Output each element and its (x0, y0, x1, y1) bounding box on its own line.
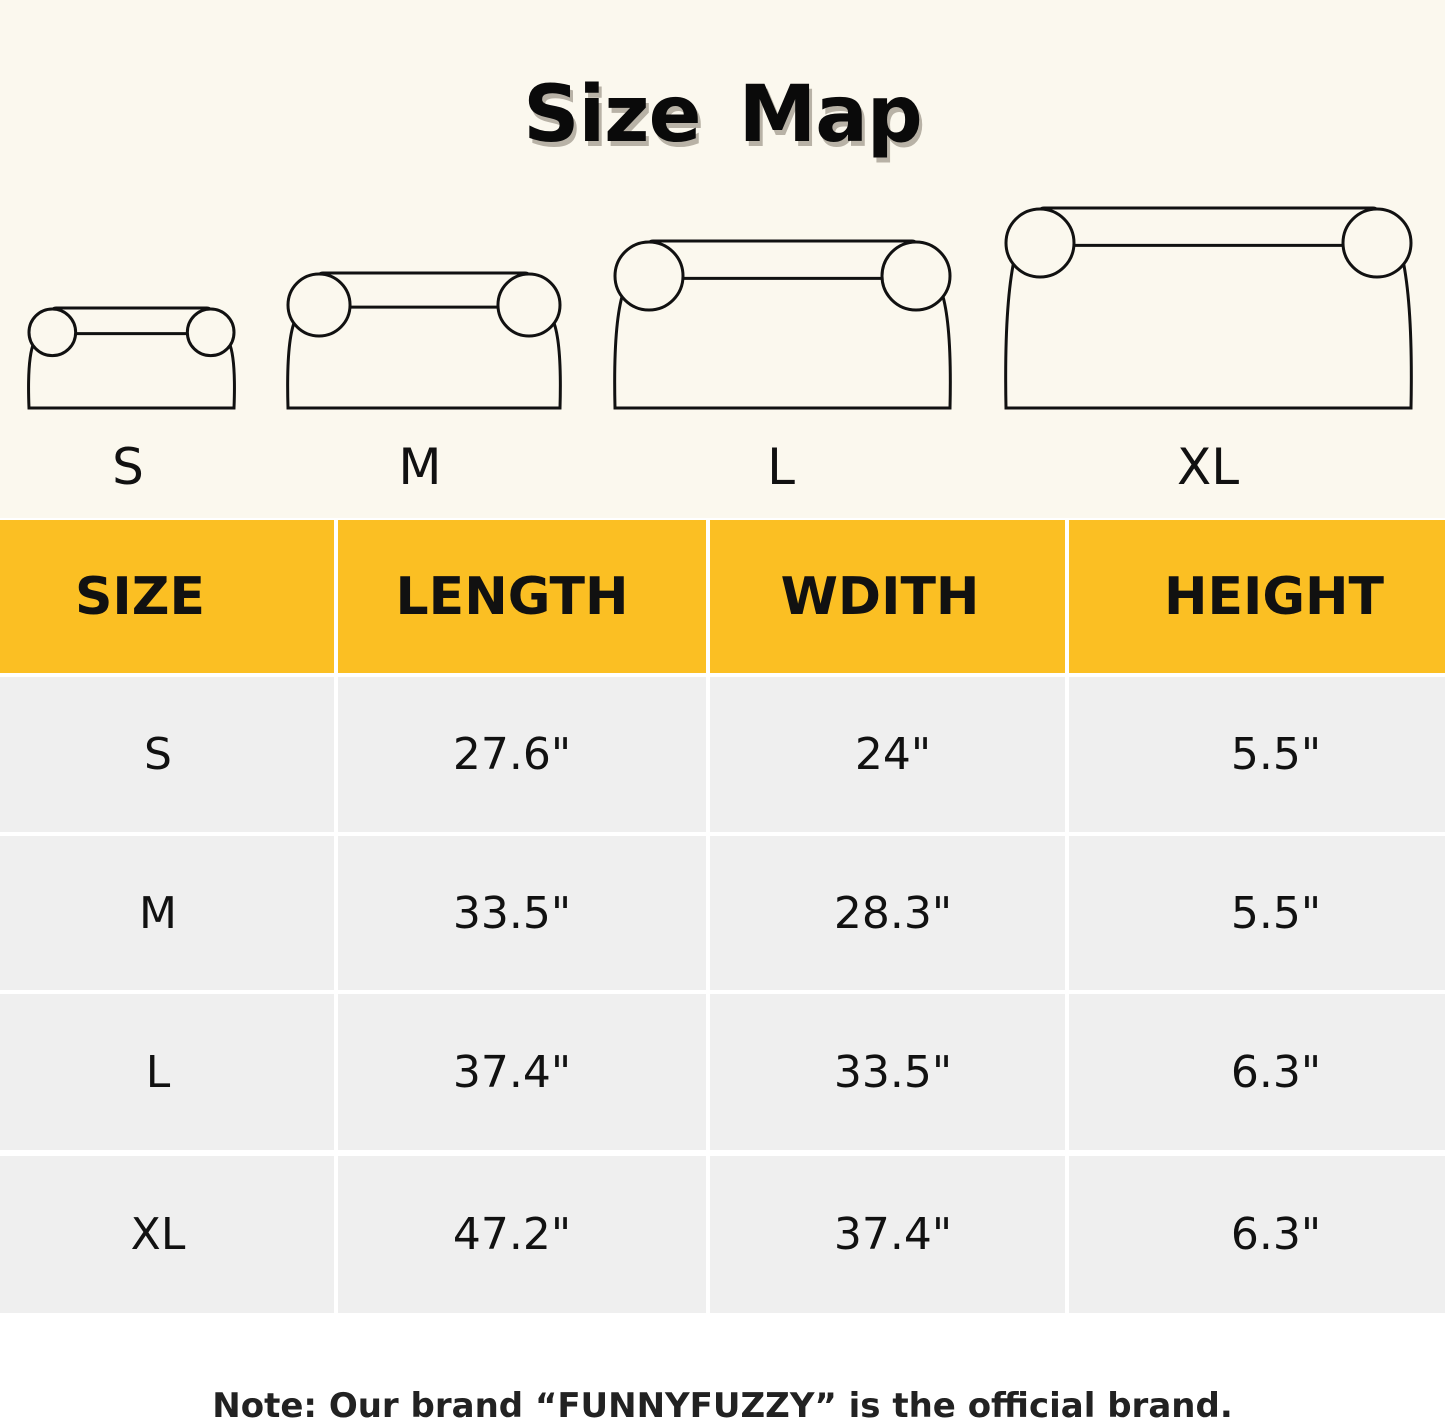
sofa-icon (1004, 205, 1413, 411)
cell-value: 33.5" (833, 1046, 953, 1098)
table-cell: 28.3" (710, 836, 1065, 990)
column-header-label: SIZE (74, 566, 206, 627)
column-header: SIZE (0, 520, 334, 673)
sofa-size-label: S (112, 438, 144, 496)
table-cell: 33.5" (710, 994, 1065, 1150)
cell-value: 33.5" (452, 887, 572, 939)
sofa-size-label: M (398, 438, 442, 496)
cell-value: 37.4" (833, 1209, 953, 1260)
sofa-icon (27, 305, 236, 411)
column-header-label: LENGTH (395, 566, 629, 627)
column-header: HEIGHT (1069, 520, 1445, 673)
cell-value: M (139, 887, 177, 939)
table-cell: 6.3" (1069, 1156, 1445, 1313)
sofa-size-label: XL (1176, 438, 1240, 496)
sofa-size-label: L (767, 438, 795, 496)
table-cell: XL (0, 1156, 334, 1313)
cell-value: 5.5" (1230, 887, 1322, 939)
page-title: Size Map (523, 70, 922, 160)
table-cell: 5.5" (1069, 836, 1445, 990)
cell-value: S (144, 729, 172, 780)
cell-value: 47.2" (452, 1209, 572, 1260)
cell-value: 37.4" (452, 1046, 572, 1098)
table-cell: L (0, 994, 334, 1150)
table-cell: 37.4" (710, 1156, 1065, 1313)
cell-value: 5.5" (1230, 729, 1322, 780)
column-header-label: WDITH (780, 566, 980, 627)
cell-value: 24" (854, 729, 932, 780)
table-cell: 37.4" (338, 994, 706, 1150)
cell-value: 27.6" (452, 729, 572, 780)
sofa-icon (613, 238, 952, 411)
table-cell: M (0, 836, 334, 990)
table-cell: 33.5" (338, 836, 706, 990)
cell-value: L (145, 1046, 171, 1098)
cell-value: 6.3" (1230, 1209, 1322, 1260)
cell-value: 6.3" (1230, 1046, 1322, 1098)
table-cell: S (0, 677, 334, 832)
cell-value: XL (130, 1209, 186, 1260)
column-header-label: HEIGHT (1163, 566, 1385, 627)
column-header: WDITH (710, 520, 1065, 673)
cell-value: 28.3" (833, 887, 953, 939)
brand-note: Note: Our brand “FUNNYFUZZY” is the offi… (212, 1386, 1233, 1426)
table-cell: 24" (710, 677, 1065, 832)
table-cell: 27.6" (338, 677, 706, 832)
table-cell: 5.5" (1069, 677, 1445, 832)
table-cell: 47.2" (338, 1156, 706, 1313)
sofa-icon (286, 270, 562, 411)
column-header: LENGTH (338, 520, 706, 673)
table-cell: 6.3" (1069, 994, 1445, 1150)
